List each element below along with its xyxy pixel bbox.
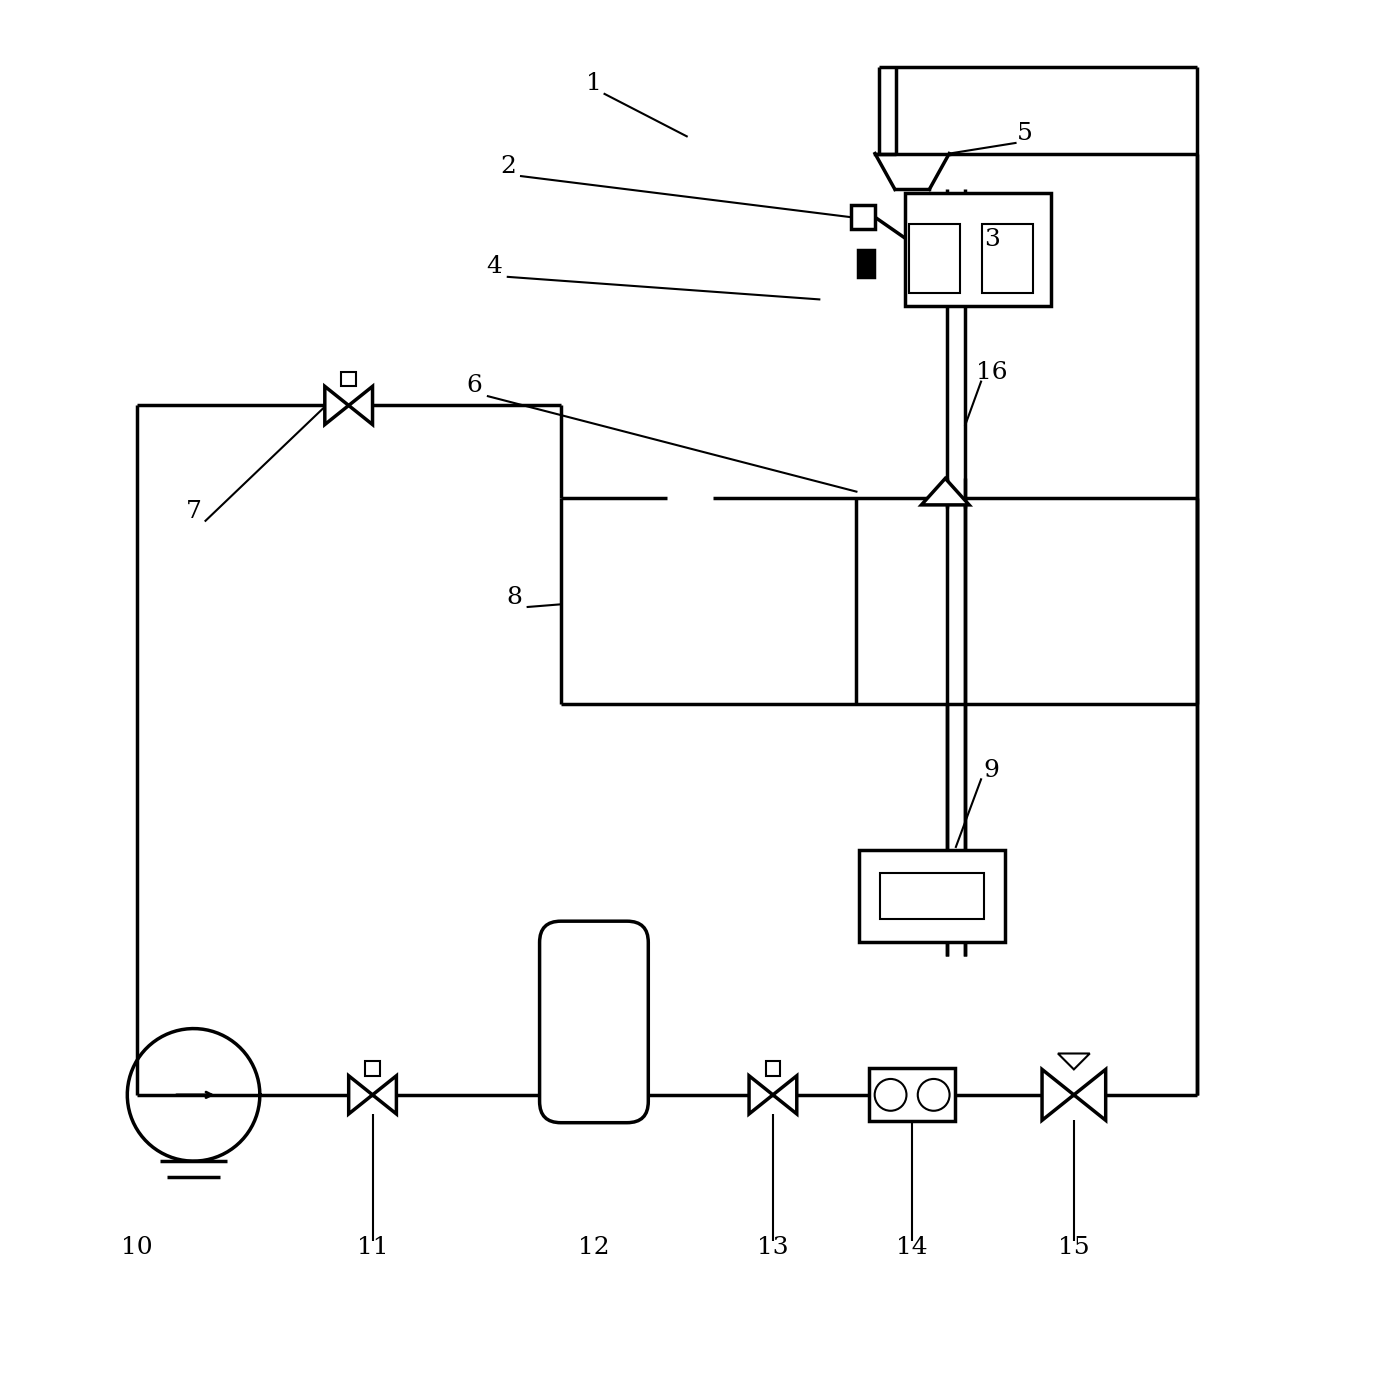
Text: 5: 5 <box>1016 122 1033 145</box>
FancyBboxPatch shape <box>539 921 648 1123</box>
Circle shape <box>918 1079 949 1110</box>
Polygon shape <box>1058 1054 1089 1069</box>
Polygon shape <box>325 387 349 424</box>
Bar <box>983 224 1033 293</box>
Polygon shape <box>349 387 372 424</box>
Text: 11: 11 <box>357 1236 388 1259</box>
Text: 12: 12 <box>578 1236 610 1259</box>
Polygon shape <box>749 1076 773 1114</box>
Text: 9: 9 <box>984 758 1000 782</box>
Text: 8: 8 <box>507 586 522 609</box>
Text: 3: 3 <box>984 228 1000 251</box>
Bar <box>851 206 875 229</box>
Bar <box>881 873 984 918</box>
Polygon shape <box>773 1076 797 1114</box>
Bar <box>906 193 1051 307</box>
Bar <box>869 1069 955 1121</box>
Text: 6: 6 <box>466 374 483 398</box>
Bar <box>342 371 356 387</box>
Text: 10: 10 <box>120 1236 153 1259</box>
Text: 4: 4 <box>487 254 503 278</box>
Text: 13: 13 <box>757 1236 788 1259</box>
Circle shape <box>875 1079 906 1110</box>
Bar <box>766 1061 780 1076</box>
Bar <box>910 224 960 293</box>
Bar <box>365 1061 379 1076</box>
Polygon shape <box>349 1076 372 1114</box>
Text: 2: 2 <box>500 155 515 178</box>
Text: 15: 15 <box>1058 1236 1089 1259</box>
Text: 14: 14 <box>896 1236 928 1259</box>
Polygon shape <box>1074 1069 1106 1120</box>
Polygon shape <box>372 1076 396 1114</box>
Bar <box>860 849 1005 942</box>
Polygon shape <box>921 478 969 505</box>
Text: 1: 1 <box>587 72 602 95</box>
Bar <box>858 250 874 276</box>
Text: 7: 7 <box>186 500 202 523</box>
Text: 16: 16 <box>976 360 1008 384</box>
Polygon shape <box>1042 1069 1074 1120</box>
